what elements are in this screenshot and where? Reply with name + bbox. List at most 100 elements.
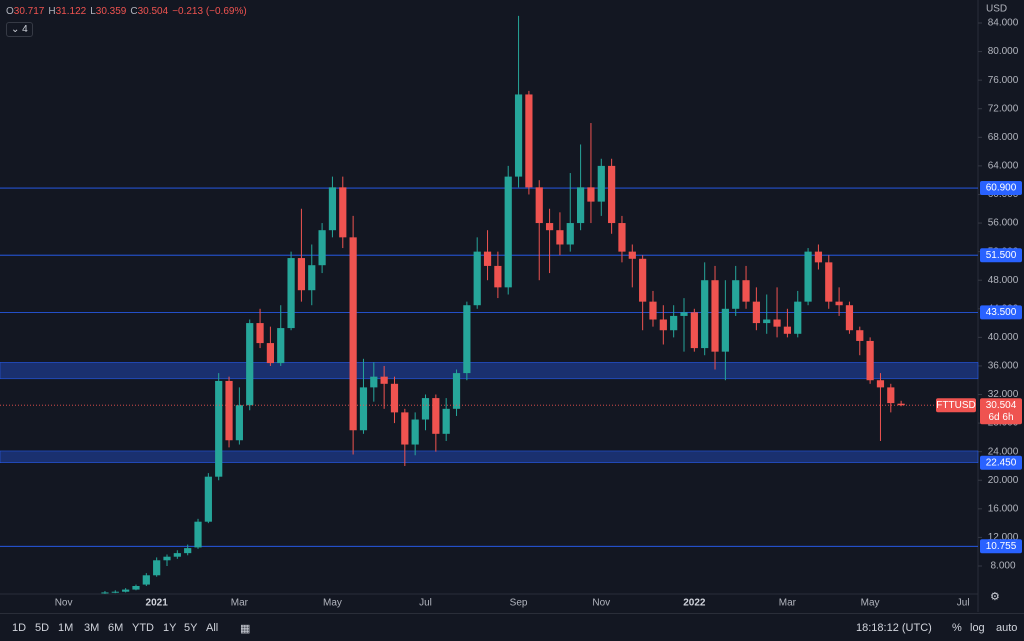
level-price-box <box>980 181 1022 196</box>
zone-price-box <box>980 455 1022 470</box>
x-tick-label: Sep <box>510 598 528 609</box>
candle-body <box>494 265 502 288</box>
indicator-toggle[interactable]: ⌄ 4 <box>6 22 33 37</box>
calendar-icon[interactable]: ▦ <box>240 623 251 635</box>
candle-body <box>235 405 243 441</box>
settings-icon[interactable]: ⚙ <box>990 591 1000 603</box>
range-button[interactable]: 5Y <box>184 622 198 634</box>
candle-body <box>835 301 843 306</box>
range-button[interactable]: 1M <box>58 622 74 634</box>
candle-body <box>577 187 585 224</box>
scale-option[interactable]: auto <box>996 622 1018 634</box>
ohlc-header: O30.717 H31.122 L30.359 C30.504 −0.213 (−0.6… <box>6 6 251 17</box>
candle-body <box>256 323 264 344</box>
candle-body <box>153 560 161 576</box>
candle-body <box>597 165 605 202</box>
candle-body <box>142 575 150 585</box>
candle-body <box>587 187 595 202</box>
range-button[interactable]: 5D <box>35 622 50 634</box>
ohlc-value: 30.504 <box>137 6 169 17</box>
zone-price-label: 22.450 <box>986 457 1017 468</box>
candle-body <box>763 319 771 324</box>
candle-body <box>246 323 254 406</box>
level-price-label: 51.500 <box>986 250 1017 261</box>
x-tick-label: 2022 <box>683 598 706 609</box>
ohlc-key: O <box>6 6 14 17</box>
y-tick-label: 56.000 <box>988 218 1019 229</box>
y-tick-label: 36.000 <box>988 361 1019 372</box>
level-price-label: 10.755 <box>986 541 1017 552</box>
candle-body <box>359 387 368 431</box>
x-tick-label: Jul <box>957 598 970 609</box>
ohlc-value: 30.359 <box>95 6 127 17</box>
candle-body <box>897 403 905 406</box>
x-tick-label: May <box>323 598 342 609</box>
y-tick-label: 64.000 <box>988 161 1019 172</box>
y-tick-label: 40.000 <box>988 332 1019 343</box>
candle-body <box>639 258 647 302</box>
candle-body <box>163 556 171 561</box>
candle-body <box>525 94 533 188</box>
scale-option[interactable]: % <box>952 622 962 634</box>
candle-body <box>556 230 564 245</box>
range-button[interactable]: YTD <box>132 622 154 634</box>
range-button[interactable]: 1D <box>12 622 27 634</box>
candle-body <box>732 280 740 309</box>
level-price-box <box>980 305 1022 320</box>
ohlc-value: 30.717 <box>13 6 45 17</box>
candle-body <box>514 94 523 177</box>
ohlc-key: C <box>130 6 138 17</box>
candle-body <box>608 165 616 224</box>
clock: 18:18:12 (UTC) <box>856 622 932 634</box>
chart: USD8.00012.00016.00020.00024.00028.00032… <box>0 0 1022 612</box>
x-tick-label: May <box>861 598 880 609</box>
y-tick-label: 12.000 <box>988 532 1019 543</box>
price-change: −0.213 (−0.69%) <box>172 6 247 17</box>
candle-body <box>370 376 378 388</box>
candle-body <box>742 280 750 302</box>
y-tick-label: 16.000 <box>988 503 1019 514</box>
candle-body <box>111 591 119 593</box>
range-button[interactable]: 1Y <box>163 622 177 634</box>
level-price-label: 60.900 <box>986 183 1017 194</box>
y-tick-label: 48.000 <box>988 275 1019 286</box>
candle-body <box>535 187 543 224</box>
candle-body <box>132 585 140 590</box>
y-tick-label: 32.000 <box>988 389 1019 400</box>
range-button[interactable]: 6M <box>108 622 124 634</box>
x-tick-label: Nov <box>592 598 610 609</box>
x-tick-label: Mar <box>779 598 797 609</box>
candle-body <box>225 380 233 441</box>
candle-body <box>339 187 347 238</box>
range-button[interactable]: All <box>206 622 219 634</box>
candle-body <box>204 476 212 522</box>
candle-body <box>876 380 885 388</box>
y-tick-label: 72.000 <box>988 103 1019 114</box>
candle-body <box>680 312 688 316</box>
candle-body <box>308 265 316 291</box>
candle-body <box>421 398 430 420</box>
countdown-label: 6d 6h <box>988 412 1013 423</box>
symbol-box <box>936 398 976 413</box>
level-price-box <box>980 539 1022 554</box>
y-tick-label: 68.000 <box>988 132 1019 143</box>
candle-body <box>184 548 192 554</box>
candle-body <box>194 521 202 548</box>
candle-body <box>215 380 223 477</box>
candle-body <box>411 419 419 445</box>
candle-body <box>401 412 409 445</box>
candle-body <box>380 376 388 384</box>
candle-body <box>690 312 698 349</box>
candle-body <box>122 589 130 592</box>
candle-body <box>659 319 667 331</box>
candle-body <box>504 176 512 288</box>
scale-option[interactable]: log <box>970 622 985 634</box>
candle-body <box>463 305 471 374</box>
range-button[interactable]: 3M <box>84 622 100 634</box>
indicator-count: 4 <box>22 24 28 35</box>
candle-body <box>825 262 833 302</box>
candle-body <box>845 305 854 331</box>
candle-body <box>794 301 802 334</box>
candle-body <box>349 237 357 431</box>
